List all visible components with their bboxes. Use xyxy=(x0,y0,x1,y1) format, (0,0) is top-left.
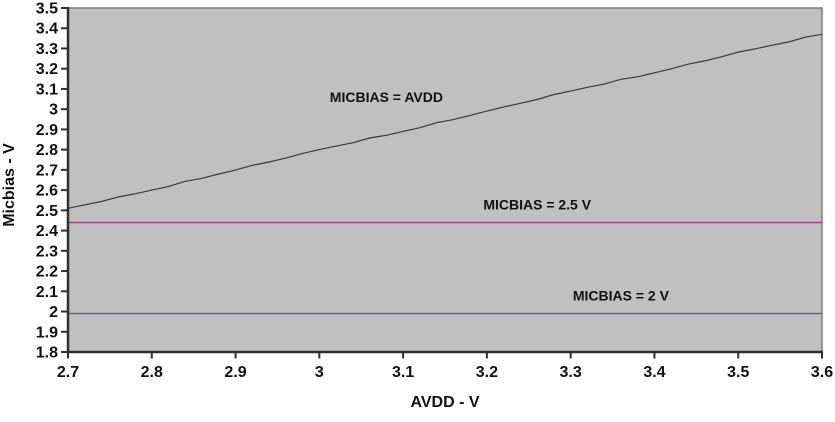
y-tick-label: 2.4 xyxy=(36,223,58,240)
series-lines xyxy=(67,33,823,315)
y-tick-label: 3.1 xyxy=(36,81,58,98)
x-tick-label: 2.9 xyxy=(224,364,246,381)
x-tick-label: 3 xyxy=(315,364,324,381)
y-tick-label: 3 xyxy=(49,102,58,119)
series-label-micbias-2-v: MICBIAS = 2 V xyxy=(573,287,670,303)
y-tick-label: 3.5 xyxy=(36,1,58,18)
y-tick-label: 2.3 xyxy=(36,243,58,260)
series-label-micbias-avdd: MICBIAS = AVDD xyxy=(330,89,443,105)
x-tick-label: 3.5 xyxy=(727,364,749,381)
series-labels: MICBIAS = AVDD MICBIAS = 2.5 V MICBIAS = 2… xyxy=(330,89,670,303)
x-tick-label: 3.2 xyxy=(476,364,498,381)
x-axis-title: AVDD - V xyxy=(410,394,479,411)
x-axis: 2.7 2.8 2.9 3 3.1 3.2 3.3 3.4 3.5 3.6 xyxy=(57,352,833,381)
x-tick-label: 2.7 xyxy=(57,364,79,381)
y-tick-label: 2.9 xyxy=(36,122,58,139)
y-tick-label: 2 xyxy=(49,304,58,321)
y-tick-label: 2.7 xyxy=(36,162,58,179)
x-tick-label: 3.3 xyxy=(560,364,582,381)
y-tick-label: 3.3 xyxy=(36,41,58,58)
series-line-micbias-avdd xyxy=(67,33,823,209)
y-tick-label: 2.2 xyxy=(36,264,58,281)
x-tick-label: 3.6 xyxy=(811,364,833,381)
y-tick-label: 1.9 xyxy=(36,324,58,341)
y-tick-label: 3.2 xyxy=(36,61,58,78)
y-tick-label: 2.1 xyxy=(36,284,58,301)
series-label-micbias-2-5-v: MICBIAS = 2.5 V xyxy=(483,196,591,212)
y-tick-label: 2.6 xyxy=(36,183,58,200)
y-tick-label: 3.4 xyxy=(36,21,58,38)
x-tick-label: 2.8 xyxy=(141,364,163,381)
x-tick-label: 3.4 xyxy=(643,364,665,381)
y-axis: 3.5 3.4 3.3 3.2 3.1 3 2.9 2.8 2.7 2.6 2.5 2.4 2.3 2.2… xyxy=(36,1,68,362)
y-tick-label: 1.8 xyxy=(36,345,58,362)
x-tick-label: 3.1 xyxy=(392,364,414,381)
axis-spines xyxy=(66,7,823,354)
y-tick-label: 2.8 xyxy=(36,142,58,159)
y-tick-label: 2.5 xyxy=(36,203,58,220)
y-axis-title: Micbias - V xyxy=(1,143,18,227)
